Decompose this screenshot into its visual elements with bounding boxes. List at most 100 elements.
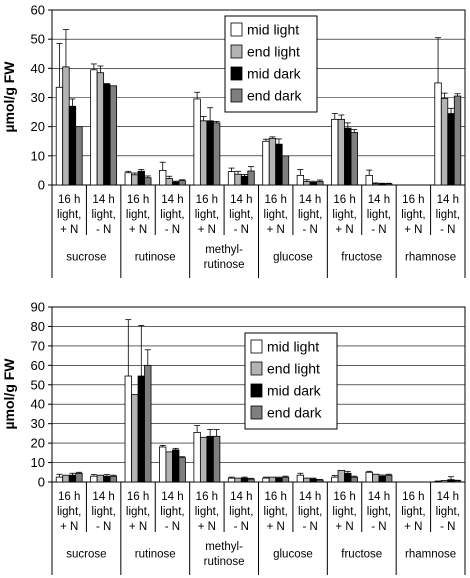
- bar-mid-dark: [137, 375, 145, 483]
- legend-swatch: [250, 405, 263, 420]
- bar-mid-light: [262, 477, 270, 483]
- bar-end-light: [372, 473, 380, 483]
- bar-end-light: [165, 178, 173, 186]
- condition-label: light,: [367, 506, 391, 518]
- condition-label: light,: [57, 506, 81, 518]
- condition-label: 16 h: [127, 194, 149, 206]
- bar-end-dark: [316, 181, 324, 186]
- bar-mid-light: [227, 477, 236, 483]
- bar-end-light: [440, 480, 449, 483]
- condition-label: light,: [126, 506, 150, 518]
- condition-label: light,: [401, 506, 425, 518]
- condition-label: - N: [440, 224, 455, 236]
- condition-label: - N: [371, 224, 386, 236]
- bar-mid-dark: [103, 83, 111, 186]
- y-tick-label: 0: [38, 178, 45, 193]
- bar-end-dark: [350, 476, 358, 483]
- chart-bottom: 0 10 20 30 40 50 60 70 80 90 µmol/g FW 16 h light, + …: [1, 300, 466, 575]
- bar-mid-dark: [172, 449, 180, 483]
- bar-end-dark: [109, 85, 118, 186]
- bar-end-light: [268, 137, 277, 186]
- bar-end-dark: [144, 364, 152, 483]
- condition-label: 14 h: [230, 491, 252, 503]
- condition-label: 14 h: [437, 194, 459, 206]
- condition-label: 14 h: [437, 491, 459, 503]
- condition-label: 14 h: [299, 491, 321, 503]
- bar-mid-dark: [309, 478, 318, 483]
- y-tick-label: 20: [31, 119, 45, 134]
- bar-end-dark: [385, 474, 393, 483]
- bar-end-light: [96, 72, 105, 186]
- bar-mid-light: [227, 171, 236, 186]
- sugar-label: rutinose: [135, 549, 176, 561]
- condition-label: - N: [440, 521, 455, 533]
- condition-label: light,: [367, 209, 391, 221]
- sugar-label: sucrose: [66, 252, 106, 264]
- bar-mid-light: [331, 118, 339, 186]
- bar-end-light: [303, 181, 311, 186]
- legend-swatch: [250, 383, 263, 398]
- condition-label: + N: [404, 521, 422, 533]
- condition-label: light,: [91, 506, 115, 518]
- bar-end-light: [62, 474, 70, 483]
- bar-mid-dark: [344, 127, 352, 186]
- condition-label: light,: [160, 506, 184, 518]
- condition-label: 16 h: [265, 194, 287, 206]
- legend-label: mid light: [247, 22, 299, 38]
- bar-mid-light: [124, 172, 132, 186]
- bar-mid-light: [331, 476, 339, 483]
- condition-label: light,: [332, 506, 356, 518]
- sugar-label: fructose: [341, 549, 382, 561]
- condition-label: - N: [165, 521, 180, 533]
- legend-swatch: [230, 66, 243, 81]
- condition-label: 14 h: [161, 194, 183, 206]
- condition-label: light,: [436, 209, 460, 221]
- condition-label: 14 h: [230, 194, 252, 206]
- bar-mid-light: [365, 174, 373, 186]
- bar-mid-light: [296, 174, 305, 186]
- bar-end-light: [337, 469, 345, 483]
- sugar-label: rhamnose: [405, 252, 456, 264]
- condition-label: light,: [160, 209, 184, 221]
- bar-mid-light: [159, 170, 167, 186]
- condition-label: light,: [436, 506, 460, 518]
- bar-end-dark: [247, 478, 255, 483]
- condition-label: - N: [165, 224, 180, 236]
- bar-end-light: [199, 436, 208, 483]
- bar-mid-dark: [344, 472, 352, 483]
- bar-end-light: [131, 394, 139, 483]
- legend-swatch: [250, 361, 263, 376]
- bar-end-dark: [385, 183, 393, 186]
- bar-mid-light: [434, 481, 442, 483]
- bar-end-dark: [212, 122, 221, 186]
- bar-mid-light: [262, 140, 270, 186]
- condition-label: - N: [96, 224, 111, 236]
- condition-label: - N: [302, 521, 317, 533]
- condition-label: light,: [229, 506, 253, 518]
- bar-end-dark: [212, 435, 221, 483]
- condition-label: 16 h: [402, 194, 424, 206]
- condition-label: light,: [195, 506, 219, 518]
- bar-end-dark: [178, 180, 186, 186]
- bar-end-light: [199, 120, 208, 186]
- condition-label: 16 h: [196, 491, 218, 503]
- condition-label: 16 h: [402, 491, 424, 503]
- condition-label: light,: [298, 506, 322, 518]
- sugar-label: glucose: [273, 549, 313, 561]
- bar-end-dark: [144, 177, 152, 186]
- sugar-label: rutinose: [204, 556, 245, 568]
- y-tick-label: 40: [31, 397, 45, 412]
- bar-mid-dark: [68, 474, 77, 483]
- condition-label: 14 h: [368, 491, 390, 503]
- bar-mid-dark: [137, 170, 145, 186]
- bar-mid-light: [159, 446, 167, 483]
- condition-label: 16 h: [333, 194, 355, 206]
- sugar-label: rutinose: [204, 259, 245, 271]
- condition-label: 16 h: [58, 491, 80, 503]
- condition-label: 14 h: [368, 194, 390, 206]
- y-tick-label: 10: [31, 148, 45, 163]
- sugar-label: rhamnose: [405, 549, 456, 561]
- legend-label: end light: [267, 361, 320, 377]
- condition-label: 16 h: [196, 194, 218, 206]
- bar-end-dark: [75, 126, 83, 186]
